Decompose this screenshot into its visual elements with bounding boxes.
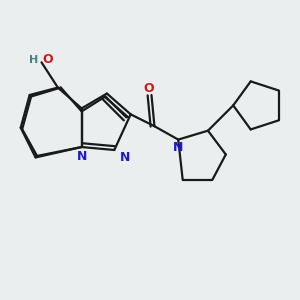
Text: N: N [77, 150, 87, 163]
Text: N: N [173, 141, 183, 154]
Text: N: N [119, 151, 130, 164]
Text: H: H [28, 55, 38, 65]
Text: O: O [144, 82, 154, 95]
Text: O: O [43, 53, 53, 66]
